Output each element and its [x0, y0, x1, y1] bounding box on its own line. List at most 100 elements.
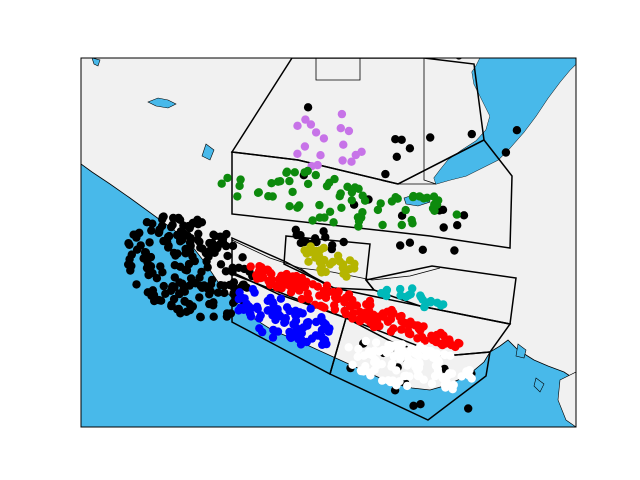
event-marker — [396, 284, 405, 294]
event-marker — [209, 312, 218, 321]
event-marker — [186, 221, 195, 230]
event-marker — [167, 301, 176, 311]
event-marker — [348, 360, 357, 369]
event-marker — [306, 304, 315, 313]
event-marker — [303, 179, 313, 189]
event-marker — [300, 282, 310, 292]
event-marker — [421, 351, 430, 361]
event-marker — [170, 273, 179, 282]
olive-points — [300, 242, 359, 281]
event-marker — [339, 237, 348, 247]
event-marker — [339, 269, 349, 278]
event-marker — [344, 343, 353, 352]
event-marker — [174, 304, 183, 314]
event-marker — [240, 264, 249, 274]
event-marker — [397, 135, 406, 144]
event-marker — [396, 241, 405, 250]
event-marker — [354, 184, 363, 193]
event-marker — [182, 265, 192, 274]
event-marker — [221, 267, 231, 276]
event-marker — [452, 210, 461, 219]
event-marker — [378, 345, 388, 355]
event-marker — [381, 169, 390, 179]
event-marker — [322, 339, 331, 349]
event-marker — [318, 317, 328, 327]
event-marker — [311, 331, 320, 340]
event-marker — [411, 349, 420, 358]
event-marker — [316, 301, 325, 310]
event-marker — [250, 288, 259, 297]
event-marker — [426, 133, 435, 142]
event-marker — [180, 297, 190, 306]
lake-5 — [533, 377, 545, 393]
event-marker — [253, 188, 263, 197]
event-marker — [319, 243, 328, 253]
event-marker — [311, 128, 321, 137]
event-marker — [269, 325, 278, 335]
event-marker — [415, 192, 424, 201]
event-marker — [445, 369, 454, 378]
event-marker — [286, 274, 295, 284]
event-marker — [336, 189, 345, 198]
lake-2 — [91, 58, 101, 67]
event-marker — [132, 280, 141, 289]
event-marker — [285, 306, 294, 316]
event-marker — [397, 220, 406, 230]
event-marker — [347, 157, 356, 166]
magenta-points — [293, 109, 366, 171]
event-marker — [325, 207, 335, 216]
event-marker — [221, 241, 231, 251]
event-marker — [203, 263, 212, 272]
event-marker — [127, 250, 136, 259]
event-marker — [338, 156, 347, 165]
event-marker — [343, 182, 352, 191]
event-marker — [293, 203, 302, 212]
red-points — [246, 262, 464, 352]
event-marker — [290, 168, 299, 177]
event-marker — [289, 320, 298, 329]
event-marker — [337, 203, 346, 212]
event-marker — [426, 298, 435, 307]
event-marker — [365, 368, 374, 377]
event-marker — [316, 151, 325, 160]
event-marker — [246, 262, 255, 271]
event-marker — [387, 305, 396, 315]
event-marker — [337, 109, 347, 119]
event-marker — [145, 238, 154, 247]
event-marker — [334, 294, 343, 303]
event-marker — [175, 289, 184, 299]
island-east — [557, 371, 576, 427]
event-marker — [409, 401, 418, 410]
event-marker — [418, 245, 427, 254]
event-marker — [285, 202, 294, 211]
event-marker — [170, 261, 179, 270]
event-marker — [174, 213, 183, 223]
event-marker — [181, 249, 190, 258]
event-marker — [351, 150, 360, 160]
event-marker — [194, 229, 203, 238]
event-marker — [355, 317, 365, 326]
event-marker — [340, 306, 349, 316]
event-marker — [467, 374, 476, 383]
event-marker — [327, 244, 336, 254]
event-marker — [464, 404, 473, 413]
event-marker — [266, 293, 275, 303]
event-marker — [288, 187, 297, 197]
event-marker — [313, 160, 322, 170]
event-marker — [294, 335, 303, 344]
event-marker — [462, 367, 471, 376]
event-marker — [195, 273, 204, 282]
event-marker — [454, 338, 463, 348]
event-marker — [143, 288, 152, 297]
event-marker — [276, 294, 286, 303]
event-marker — [125, 240, 134, 249]
event-marker — [396, 354, 405, 363]
event-marker — [198, 244, 207, 253]
event-marker — [341, 293, 351, 302]
event-marker — [272, 283, 282, 292]
event-marker — [205, 290, 214, 299]
event-marker — [276, 177, 285, 186]
event-marker — [386, 327, 396, 336]
event-marker — [369, 322, 378, 331]
